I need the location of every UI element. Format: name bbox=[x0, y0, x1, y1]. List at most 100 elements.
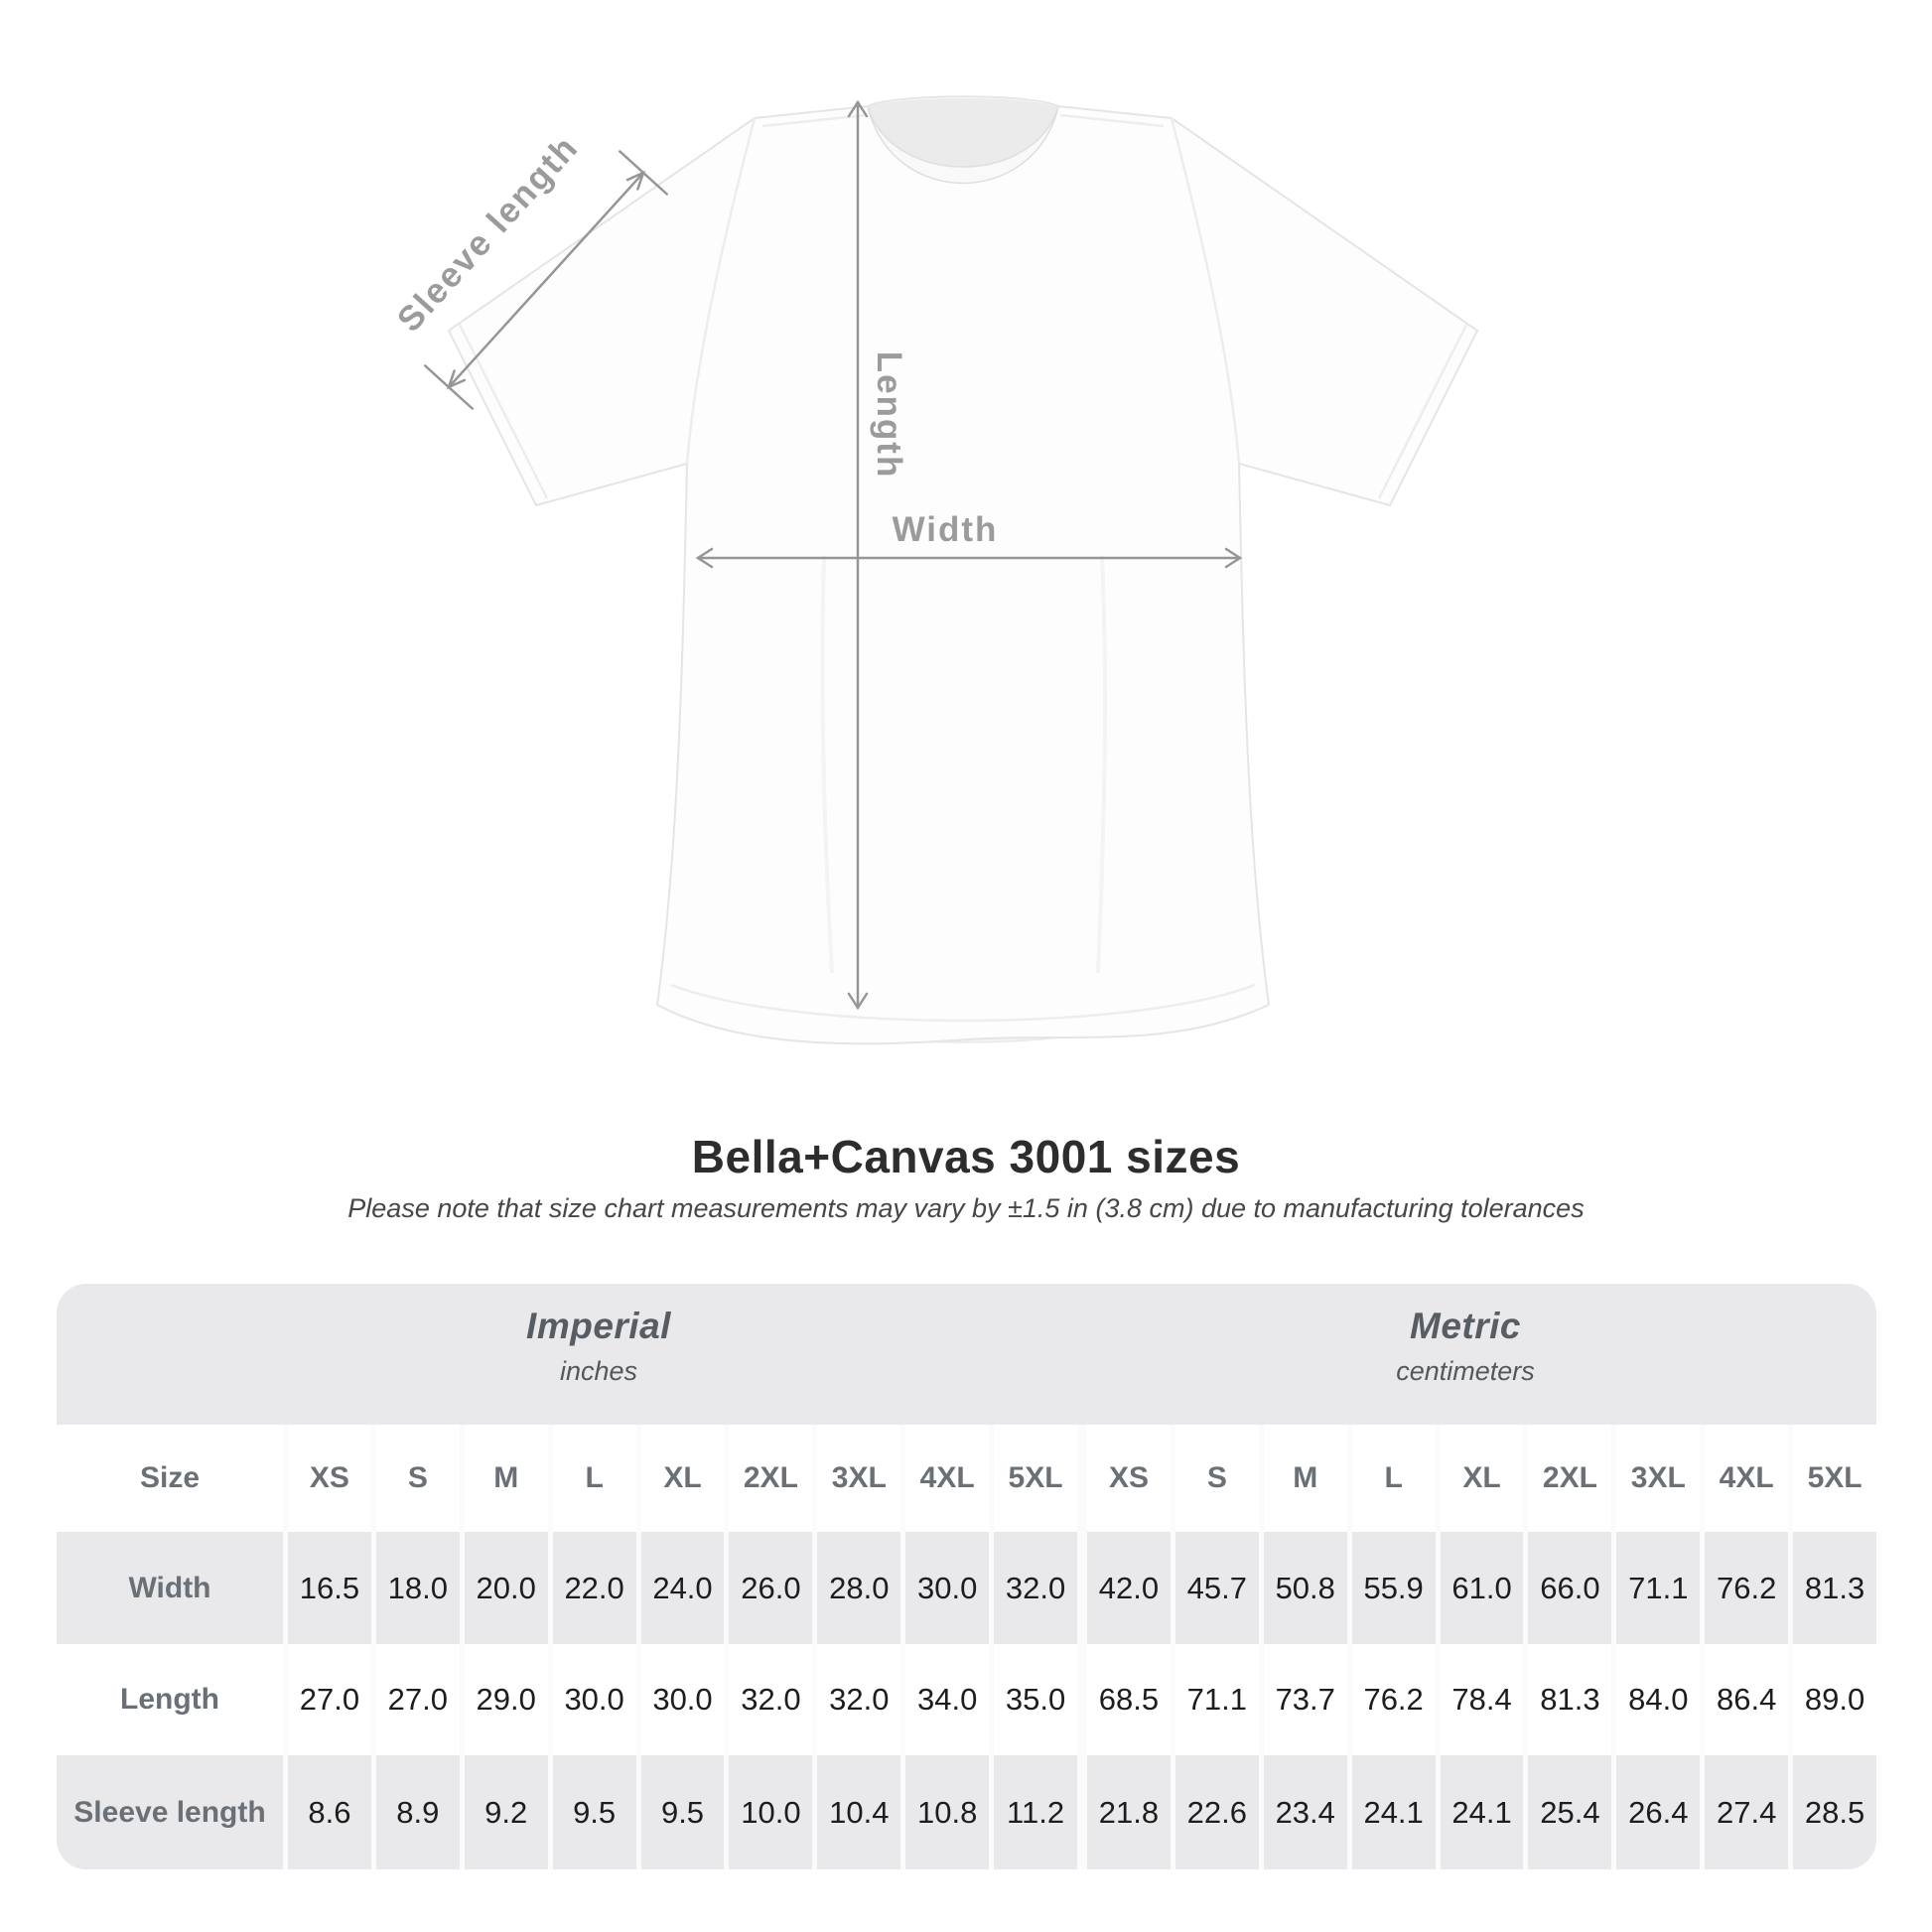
table-cell: 71.1 bbox=[1616, 1532, 1701, 1644]
tshirt-graphic bbox=[448, 95, 1478, 1045]
column-header: XL bbox=[640, 1425, 725, 1532]
column-header: XL bbox=[1440, 1425, 1524, 1532]
table-cell: 18.0 bbox=[375, 1532, 460, 1644]
column-header: 4XL bbox=[905, 1425, 990, 1532]
size-table: Imperial inches Metric centimeters Size … bbox=[57, 1284, 1876, 1869]
column-header: L bbox=[552, 1425, 636, 1532]
row-label: Sleeve length bbox=[57, 1755, 283, 1869]
table-cell: 89.0 bbox=[1793, 1644, 1876, 1755]
table-cell: 66.0 bbox=[1528, 1532, 1612, 1644]
table-cell: 71.1 bbox=[1174, 1644, 1259, 1755]
column-header: M bbox=[464, 1425, 548, 1532]
group-unit: centimeters bbox=[1396, 1356, 1535, 1386]
table-cell: 8.9 bbox=[375, 1755, 460, 1869]
column-header: 4XL bbox=[1705, 1425, 1789, 1532]
table-cell: 84.0 bbox=[1616, 1644, 1701, 1755]
table-cell: 27.4 bbox=[1705, 1755, 1789, 1869]
group-name: Metric bbox=[1410, 1306, 1521, 1346]
table-cell: 45.7 bbox=[1174, 1532, 1259, 1644]
table-cell: 50.8 bbox=[1263, 1532, 1347, 1644]
column-header: XS bbox=[288, 1425, 371, 1532]
tshirt-measurement-diagram: Sleeve length Length Width bbox=[390, 95, 1478, 1045]
length-arrow bbox=[847, 99, 869, 1011]
table-cell: 73.7 bbox=[1263, 1644, 1347, 1755]
table-cell: 21.8 bbox=[1087, 1755, 1171, 1869]
table-cell: 27.0 bbox=[375, 1644, 460, 1755]
table-cell: 24.0 bbox=[640, 1532, 725, 1644]
table-cell: 27.0 bbox=[288, 1644, 371, 1755]
table-cell: 24.1 bbox=[1351, 1755, 1436, 1869]
table-cell: 86.4 bbox=[1705, 1644, 1789, 1755]
table-cell: 26.0 bbox=[729, 1532, 813, 1644]
table-row-length: Length 27.0 27.0 29.0 30.0 30.0 32.0 32.… bbox=[57, 1644, 1876, 1755]
page-title: Bella+Canvas 3001 sizes bbox=[691, 1131, 1241, 1182]
width-arrow bbox=[695, 547, 1243, 569]
table-cell: 10.8 bbox=[905, 1755, 990, 1869]
table-cell: 55.9 bbox=[1351, 1532, 1436, 1644]
column-header: 3XL bbox=[817, 1425, 901, 1532]
table-cell: 11.2 bbox=[994, 1755, 1078, 1869]
length-label: Length bbox=[870, 351, 908, 480]
table-cell: 23.4 bbox=[1263, 1755, 1347, 1869]
group-unit: inches bbox=[559, 1356, 638, 1386]
table-cell: 26.4 bbox=[1616, 1755, 1701, 1869]
table-cell: 28.5 bbox=[1793, 1755, 1876, 1869]
table-row-width: Width 16.5 18.0 20.0 22.0 24.0 26.0 28.0… bbox=[57, 1532, 1876, 1644]
metric-group-header: Metric centimeters bbox=[1396, 1306, 1535, 1387]
table-cell: 78.4 bbox=[1440, 1644, 1524, 1755]
table-header-row: Size XS S M L XL 2XL 3XL 4XL 5XL XS S M … bbox=[57, 1425, 1876, 1532]
column-header: M bbox=[1263, 1425, 1347, 1532]
collar-band bbox=[867, 106, 1059, 185]
table-cell: 24.1 bbox=[1440, 1755, 1524, 1869]
table-cell: 81.3 bbox=[1793, 1532, 1876, 1644]
column-header: 2XL bbox=[1528, 1425, 1612, 1532]
table-cell: 32.0 bbox=[729, 1644, 813, 1755]
width-label: Width bbox=[893, 510, 999, 549]
table-cell: 20.0 bbox=[464, 1532, 548, 1644]
tshirt-creases bbox=[820, 555, 1107, 974]
table-cell: 30.0 bbox=[905, 1532, 990, 1644]
table-cell: 76.2 bbox=[1705, 1532, 1789, 1644]
column-header: 3XL bbox=[1616, 1425, 1701, 1532]
row-label: Length bbox=[57, 1644, 283, 1755]
table-cell: 30.0 bbox=[640, 1644, 725, 1755]
table-cell: 29.0 bbox=[464, 1644, 548, 1755]
table-cell: 28.0 bbox=[817, 1532, 901, 1644]
table-cell: 34.0 bbox=[905, 1644, 990, 1755]
table-cell: 76.2 bbox=[1351, 1644, 1436, 1755]
table-cell: 32.0 bbox=[994, 1532, 1078, 1644]
table-cell: 42.0 bbox=[1087, 1532, 1171, 1644]
table-cell: 35.0 bbox=[994, 1644, 1078, 1755]
table-cell: 10.4 bbox=[817, 1755, 901, 1869]
table-cell: 16.5 bbox=[288, 1532, 371, 1644]
table-row-sleeve-length: Sleeve length 8.6 8.9 9.2 9.5 9.5 10.0 1… bbox=[57, 1755, 1876, 1869]
table-cell: 8.6 bbox=[288, 1755, 371, 1869]
table-cell: 61.0 bbox=[1440, 1532, 1524, 1644]
column-header: 5XL bbox=[994, 1425, 1078, 1532]
column-header: 5XL bbox=[1793, 1425, 1876, 1532]
table-cell: 30.0 bbox=[552, 1644, 636, 1755]
column-header: XS bbox=[1087, 1425, 1171, 1532]
column-header: S bbox=[375, 1425, 460, 1532]
page-subtitle: Please note that size chart measurements… bbox=[347, 1193, 1585, 1223]
table-cell: 9.5 bbox=[640, 1755, 725, 1869]
table-cell: 22.0 bbox=[552, 1532, 636, 1644]
table-cell: 32.0 bbox=[817, 1644, 901, 1755]
table-cell: 81.3 bbox=[1528, 1644, 1612, 1755]
table-cell: 9.5 bbox=[552, 1755, 636, 1869]
imperial-group-header: Imperial inches bbox=[526, 1306, 671, 1387]
table-cell: 22.6 bbox=[1174, 1755, 1259, 1869]
collar-opening bbox=[868, 98, 1058, 167]
column-header: 2XL bbox=[729, 1425, 813, 1532]
table-cell: 68.5 bbox=[1087, 1644, 1171, 1755]
table-corner-label: Size bbox=[57, 1425, 283, 1532]
table-cell: 9.2 bbox=[464, 1755, 548, 1869]
table-cell: 10.0 bbox=[729, 1755, 813, 1869]
sleeve-length-arrow bbox=[424, 150, 668, 410]
table-group-header: Imperial inches Metric centimeters bbox=[57, 1284, 1876, 1425]
group-name: Imperial bbox=[526, 1306, 671, 1346]
table-cell: 25.4 bbox=[1528, 1755, 1612, 1869]
column-header: S bbox=[1174, 1425, 1259, 1532]
row-label: Width bbox=[57, 1532, 283, 1644]
